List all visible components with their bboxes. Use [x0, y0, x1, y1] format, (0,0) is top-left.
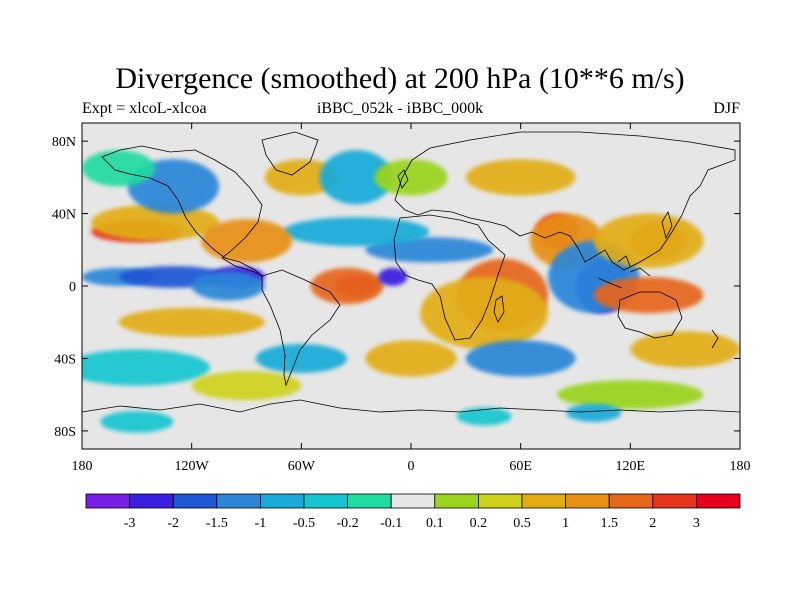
colorbar-swatch: [259, 493, 305, 509]
colorbar-swatch: [652, 493, 697, 509]
colorbar-label: 3: [693, 516, 700, 531]
field-contour-blob: [91, 204, 220, 241]
lon-tick-label: 180: [72, 459, 93, 474]
colorbar-label: -0.1: [380, 516, 402, 531]
field-contour-blob: [593, 276, 704, 314]
field-contour-blob: [630, 331, 740, 368]
field-contour-blob: [100, 410, 174, 433]
colorbar-swatch: [347, 493, 392, 509]
lon-tick-label: 120E: [616, 459, 646, 474]
longitude-axis: 180 120W 60W 0 60E 120E 180: [72, 123, 751, 474]
colorbar-swatch: [85, 493, 130, 509]
coast-eurasia: [394, 131, 736, 271]
lon-tick-label: 0: [408, 459, 415, 474]
field-contour-blob: [264, 159, 338, 196]
field-contour-blob: [593, 213, 704, 268]
coast-british-isles: [397, 169, 409, 189]
colorbar-swatch: [608, 493, 654, 509]
coast-madagascar: [493, 295, 505, 323]
field-contour-blob: [82, 349, 210, 386]
colorbar-swatch: [216, 493, 261, 509]
lon-tick-label: 120W: [175, 459, 210, 474]
colorbar-swatch: [434, 493, 479, 509]
field-contour-blob: [200, 218, 293, 263]
colorbar-swatch: [565, 493, 610, 509]
colorbar-label: 1.5: [600, 516, 618, 531]
lat-tick-label: 80S: [54, 425, 76, 440]
map-title: Divergence (smoothed) at 200 hPa (10**6 …: [115, 62, 685, 95]
colorbar-swatch: [696, 493, 741, 509]
colorbar-label: -1.5: [206, 516, 228, 531]
colorbar-label: 0.1: [426, 516, 444, 531]
coastlines: [82, 131, 740, 413]
lon-tick-label: 60E: [509, 459, 532, 474]
season-label: DJF: [713, 100, 740, 117]
lat-tick-label: 40N: [52, 208, 76, 223]
field-contour-blob: [378, 267, 408, 287]
colorbar-label: -0.2: [337, 516, 359, 531]
colorbar-label: 1: [562, 516, 569, 531]
colorbar-label: 0.2: [470, 516, 488, 531]
colorbar-label: -0.5: [293, 516, 315, 531]
field-contour-blob: [465, 159, 576, 196]
colorbar-label: 0.5: [513, 516, 531, 531]
field-contour-blob: [310, 267, 384, 305]
colorbar-label: -3: [124, 516, 136, 531]
colorbar-swatch: [521, 493, 566, 509]
field-contour-blob: [191, 371, 302, 401]
field-contour-blob: [456, 407, 512, 426]
lon-tick-label: 60W: [288, 459, 316, 474]
field-contour-blob: [465, 340, 576, 377]
colorbar-swatch: [303, 493, 348, 509]
lon-tick-label: 180: [730, 459, 751, 474]
colorbar-swatch: [477, 493, 523, 509]
colorbar-swatch: [390, 493, 436, 509]
lat-tick-label: 80N: [52, 135, 76, 150]
coast-australia: [617, 291, 683, 339]
colorbar-swatch: [129, 493, 174, 509]
field-contour-blob: [82, 150, 156, 187]
latitude-axis: 80N 40N 0 40S 80S: [52, 135, 740, 440]
colorbar-label: -1: [255, 516, 267, 531]
field-contour-blob: [374, 159, 448, 196]
coast-greenland: [261, 131, 319, 176]
colorbar-label: -2: [167, 516, 179, 531]
field-contour-blob: [191, 271, 265, 301]
experiment-label: Expt = xlcoL-xlcoa: [82, 100, 207, 117]
coast-africa: [393, 214, 506, 341]
field-contour-blob: [557, 380, 704, 410]
lat-tick-label: 0: [69, 280, 76, 295]
map-area: 80N 40N 0 40S 80S 180 120W 60W 0 60E 120E 180: [52, 122, 751, 474]
field-contour-blob: [365, 340, 457, 377]
coast-south-america: [261, 269, 341, 387]
colorbar: -3 -2 -1.5 -1 -0.5 -0.2 -0.1 0.1 0.2 0.5 1 1.5 2 3: [85, 493, 741, 531]
coast-japan: [661, 211, 673, 240]
field-contour-blob: [283, 217, 430, 247]
field-contour-blob: [118, 307, 265, 337]
coast-maritime-continent: [597, 255, 651, 289]
colorbar-swatch: [172, 493, 218, 509]
field-contour-blob: [566, 403, 622, 422]
colorbar-label: 2: [649, 516, 656, 531]
coast-new-zealand: [711, 329, 719, 349]
case-label: iBBC_052k - iBBC_000k: [316, 100, 484, 117]
coast-north-america: [101, 145, 263, 277]
divergence-field: [82, 150, 740, 433]
field-contour-blob: [420, 276, 549, 350]
coast-antarctica: [82, 399, 740, 413]
lat-tick-label: 40S: [54, 352, 76, 367]
field-contour-blob: [255, 343, 348, 373]
field-contour-blob: [319, 150, 393, 205]
